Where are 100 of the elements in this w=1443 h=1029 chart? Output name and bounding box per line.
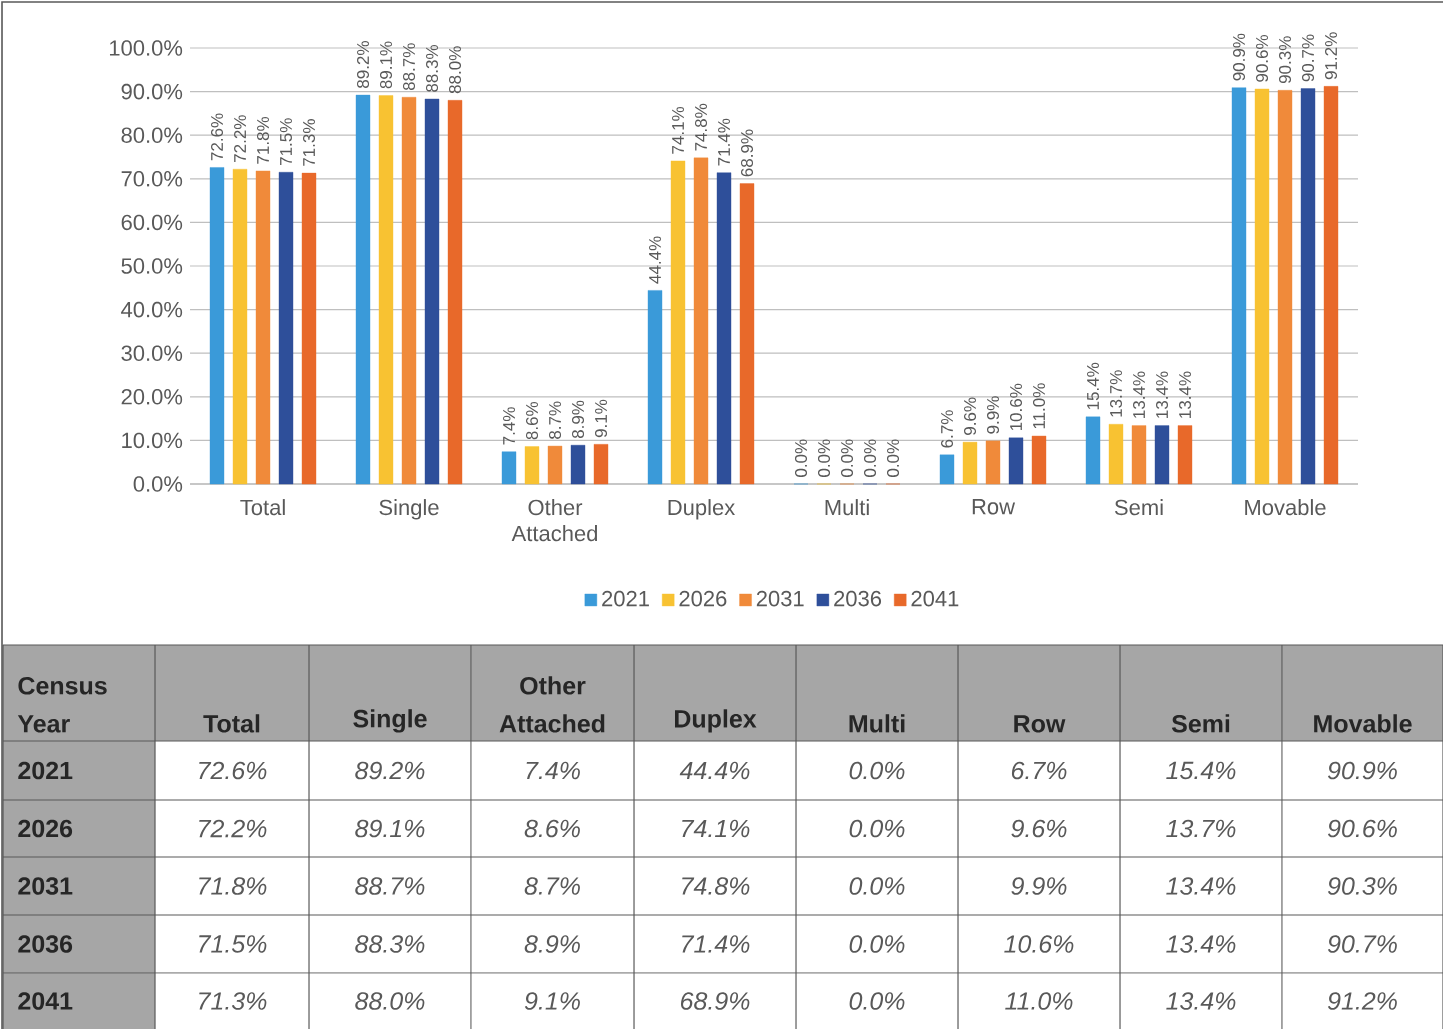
text: 68.9% [680, 992, 750, 1010]
data-label: 88.0% [449, 46, 462, 94]
text: 71.4% [682, 935, 750, 953]
text: 89.1% [355, 819, 425, 838]
bar [255, 170, 271, 485]
text: 90.6% [1327, 819, 1397, 838]
category-label: Multi [849, 714, 905, 733]
data-label: 7.4% [503, 407, 515, 445]
text: 15.4% [1166, 761, 1236, 780]
bar [1008, 437, 1024, 485]
data-label: 13.4% [1156, 371, 1169, 418]
bar [1231, 87, 1247, 485]
data-label: 9.9% [987, 396, 1000, 434]
y-tick-label: 0.0% [133, 476, 183, 492]
category-label: Other Attached [499, 676, 605, 733]
data-label: 8.9% [572, 400, 585, 439]
bar [693, 157, 709, 485]
data-label: 8.6% [526, 401, 539, 440]
legend-label: 2031 [756, 590, 804, 607]
y-tick-label: 10.0% [122, 432, 183, 449]
text: 13.4% [1166, 877, 1236, 895]
x-tick-label: Semi [1114, 499, 1163, 516]
bar [1277, 90, 1293, 485]
bar [447, 100, 463, 485]
data-label: 0.0% [864, 439, 877, 477]
data-label: 90.6% [1256, 34, 1269, 82]
data-label: 89.1% [380, 41, 393, 89]
data-label: 15.4% [1087, 362, 1099, 410]
x-tick-label: Movable [1245, 499, 1326, 516]
bar [378, 95, 394, 485]
data-label: 88.3% [426, 45, 439, 92]
text: 2036 [18, 935, 73, 953]
category-label: Single [353, 709, 427, 733]
x-tick-label: Other Attached [511, 499, 598, 542]
text: 8.9% [524, 935, 580, 953]
y-tick-label: 70.0% [121, 171, 183, 187]
data-label: 71.4% [718, 118, 730, 166]
data-label: 74.8% [695, 103, 708, 151]
text: 6.7% [1011, 761, 1067, 780]
text: 2021 [18, 761, 73, 780]
text: 90.3% [1327, 877, 1397, 895]
bar [985, 440, 1001, 485]
text: 2031 [18, 877, 73, 895]
text: 90.7% [1327, 935, 1397, 953]
category-label: Row [1014, 715, 1066, 733]
text: 9.6% [1011, 819, 1067, 838]
data-label: 71.8% [257, 116, 270, 164]
bar [570, 444, 586, 485]
data-label: 72.6% [211, 113, 224, 161]
legend-label: 2036 [834, 590, 882, 607]
category-label: Movable [1314, 714, 1412, 733]
data-label: 44.4% [649, 236, 661, 284]
text: 74.1% [682, 819, 750, 838]
data-label: 0.0% [841, 439, 854, 477]
data-label: 13.4% [1133, 371, 1146, 418]
text: 89.2% [355, 761, 425, 780]
bar [1300, 88, 1316, 485]
bar [547, 445, 563, 485]
text: 2026 [18, 819, 73, 838]
bar [1085, 416, 1101, 485]
text: 9.1% [524, 992, 580, 1010]
data-label: 90.9% [1233, 33, 1246, 81]
text: 91.2% [1327, 992, 1397, 1010]
y-tick-label: 20.0% [121, 389, 183, 405]
text: 0.0% [849, 992, 905, 1010]
text: 0.0% [849, 877, 905, 895]
data-label: 8.7% [549, 401, 562, 439]
x-tick-label: Row [972, 499, 1016, 515]
legend-label: 2021 [602, 590, 649, 607]
text: 2041 [18, 992, 73, 1010]
y-tick-label: 40.0% [121, 301, 183, 318]
data-label: 71.5% [280, 118, 292, 165]
data-label: 13.4% [1179, 371, 1192, 418]
bar [1323, 86, 1339, 485]
data-label: 11.0% [1033, 383, 1046, 429]
bar [1108, 424, 1124, 485]
data-label: 10.6% [1010, 383, 1023, 431]
text: 74.8% [682, 877, 750, 895]
bar [524, 446, 540, 485]
text: 72.2% [199, 819, 267, 838]
data-label: 0.0% [818, 439, 831, 477]
text: 0.0% [849, 819, 905, 838]
data-label: 90.3% [1279, 36, 1292, 84]
text: 88.0% [355, 992, 425, 1010]
text: 13.4% [1166, 992, 1236, 1010]
text: 0.0% [849, 761, 905, 780]
x-tick-label: Multi [825, 499, 869, 516]
bar [232, 169, 248, 485]
text: 71.8% [199, 877, 267, 895]
text: 72.6% [199, 761, 267, 780]
bar [501, 451, 517, 485]
text: 13.4% [1166, 935, 1236, 953]
text: 0.0% [849, 935, 905, 953]
bar [739, 183, 755, 485]
x-tick-label: Single [379, 499, 439, 520]
y-tick-label: 30.0% [121, 345, 183, 361]
text: 90.9% [1327, 761, 1397, 780]
data-label: 6.7% [941, 410, 954, 448]
text: 88.3% [355, 935, 425, 953]
text: 8.7% [524, 877, 580, 895]
